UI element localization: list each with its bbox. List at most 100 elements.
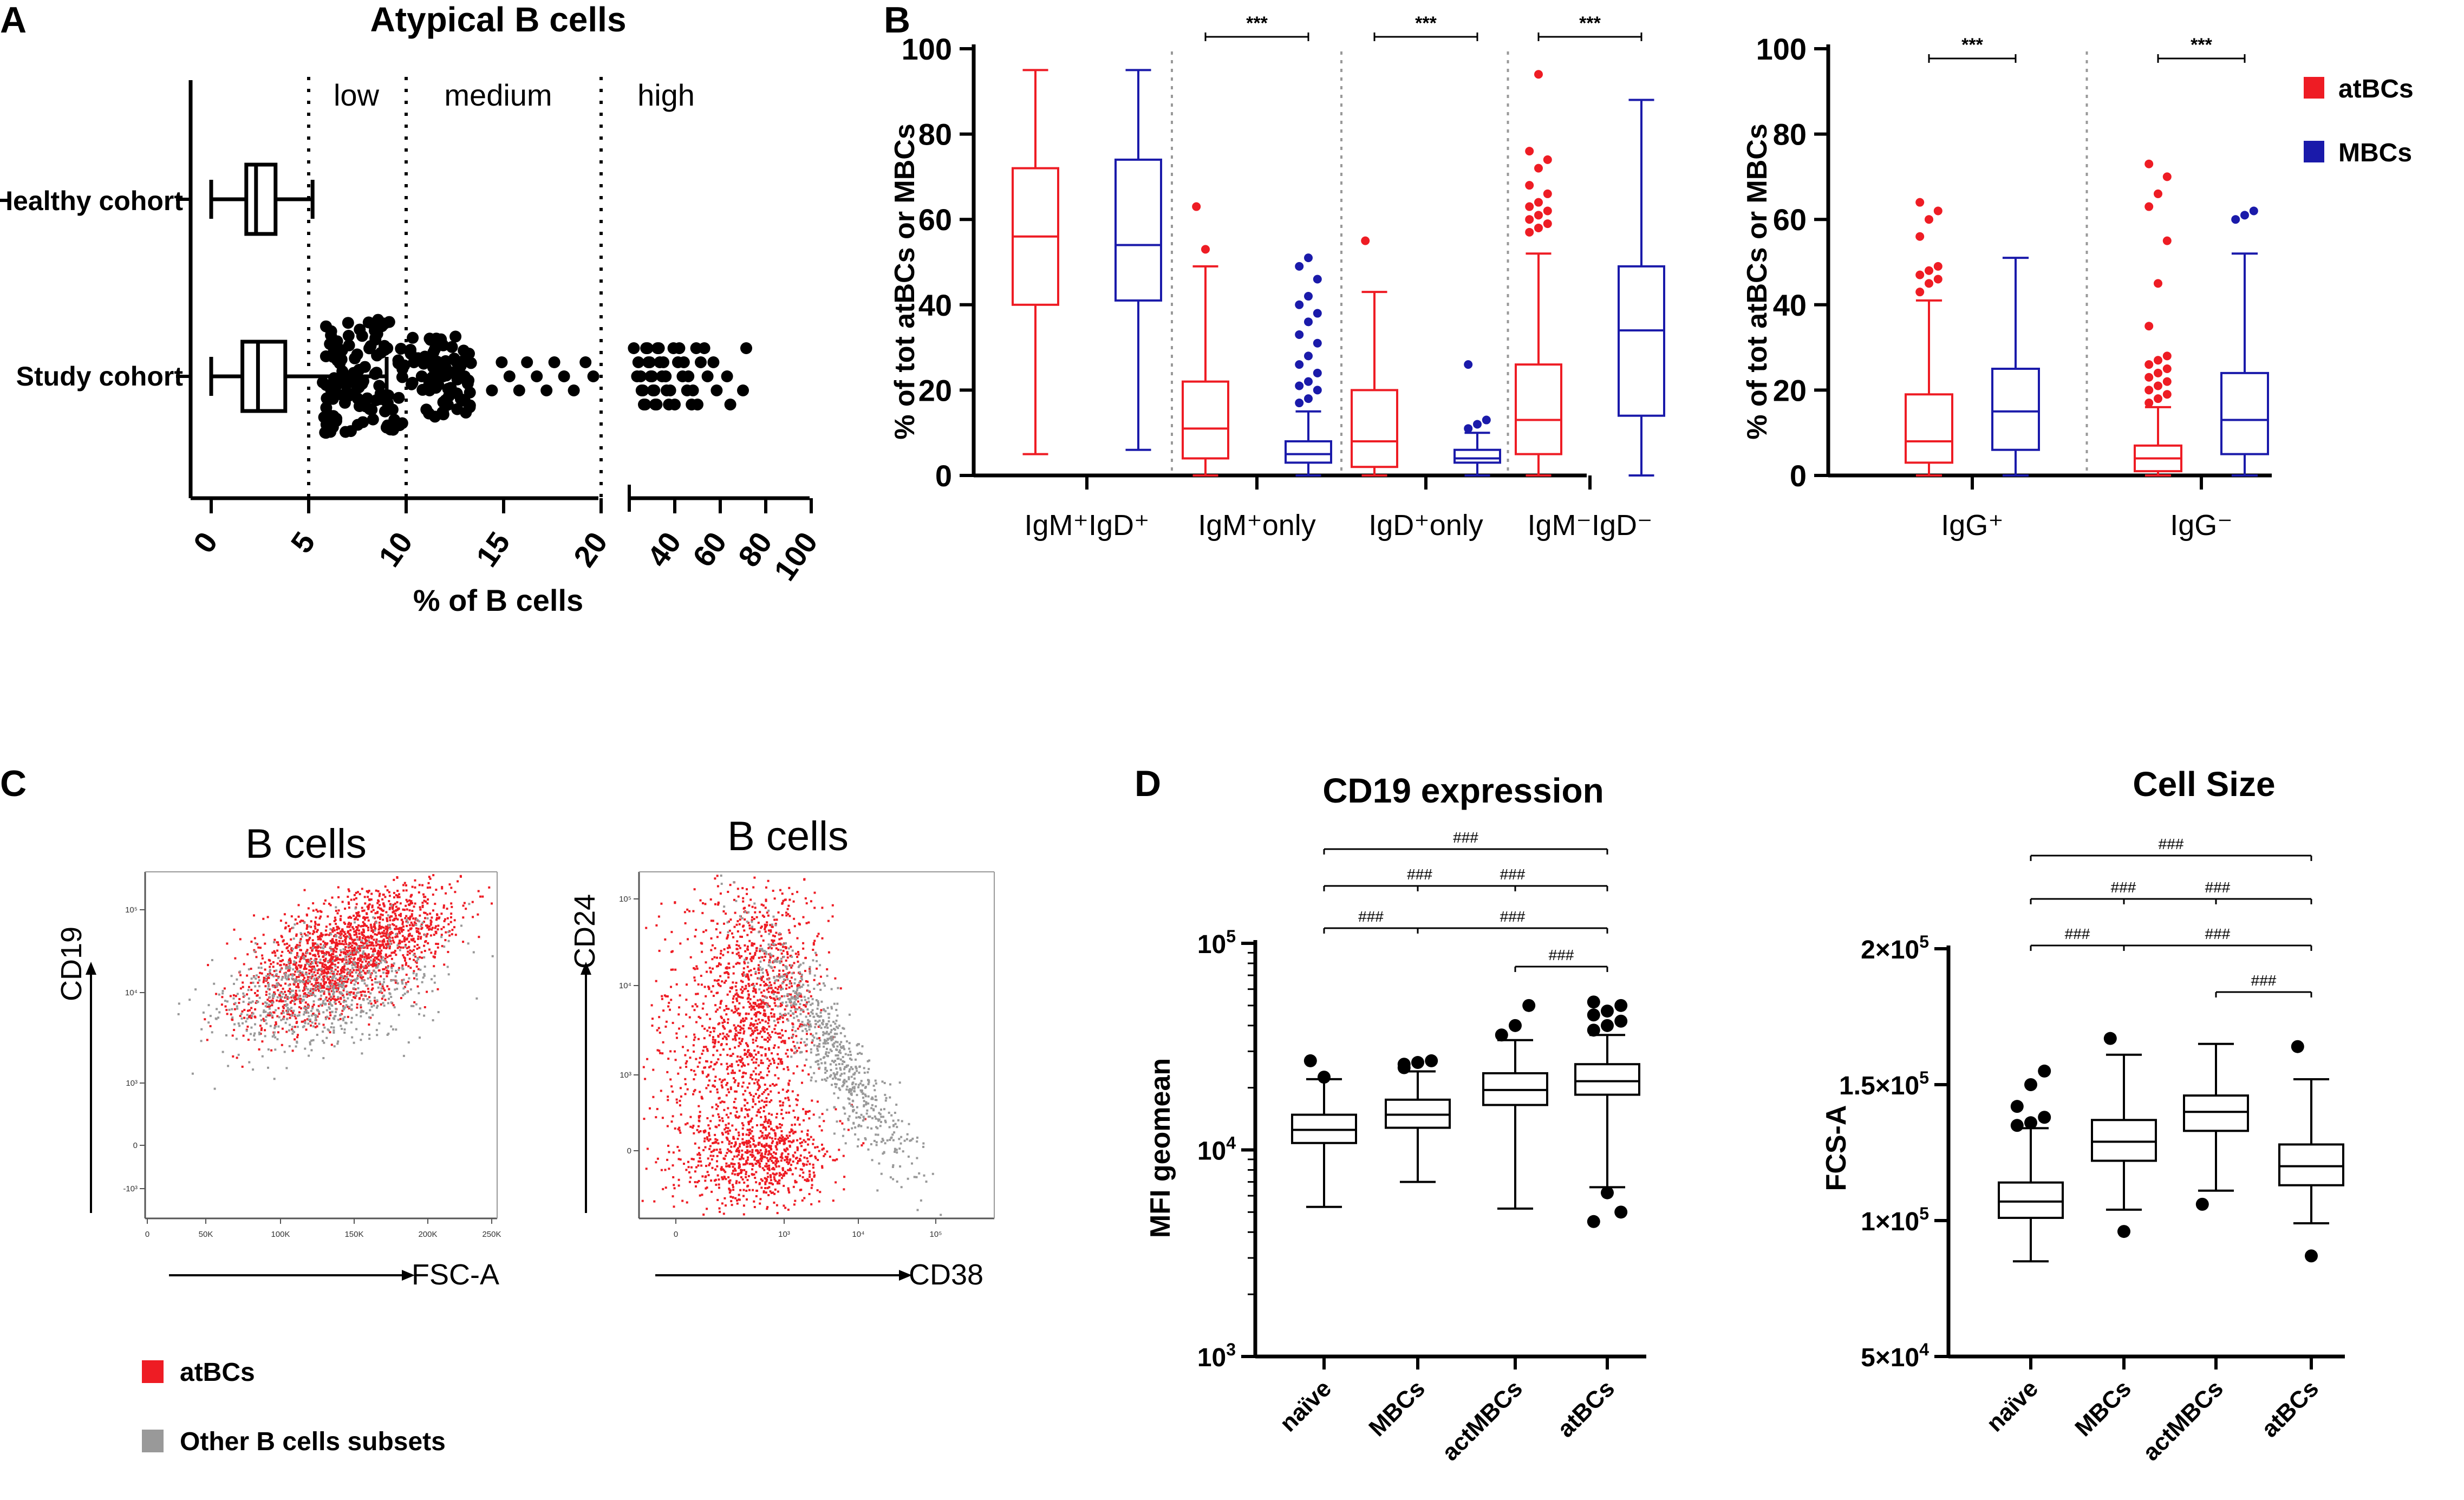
flow-event (304, 984, 307, 987)
flow-event (330, 1026, 333, 1028)
flow-event (358, 957, 361, 960)
flow-event (759, 1130, 762, 1132)
flow-event (319, 958, 322, 961)
flow-event (317, 938, 320, 941)
flow-event (749, 1034, 752, 1037)
flow-event (374, 977, 377, 980)
flow-event (337, 961, 340, 964)
flow-event (293, 960, 296, 963)
flow-event (793, 1006, 796, 1008)
panelB2-box-atbcs (2134, 159, 2182, 477)
flow-event (723, 922, 725, 925)
flow-event (875, 1133, 877, 1136)
flow-event (376, 966, 379, 969)
flow-event (224, 1000, 226, 1002)
flow-event (740, 1176, 742, 1178)
flow-event (324, 954, 327, 956)
flow-event (821, 1165, 824, 1168)
flow-event (307, 961, 310, 963)
panel-a-point-medium (451, 356, 463, 368)
flow-event (318, 936, 321, 938)
flow-event (293, 973, 296, 976)
flow-event (388, 900, 390, 903)
flow-event (793, 925, 796, 928)
flow-event (313, 979, 316, 981)
flow-event (345, 943, 348, 945)
flow-event (777, 1077, 780, 1080)
flow-event (236, 978, 238, 981)
flow-event (755, 1061, 758, 1064)
flow-event (312, 1000, 315, 1003)
flow-event (759, 1046, 762, 1048)
flow-event (382, 968, 384, 970)
flow-event (309, 947, 312, 949)
flow-event (750, 1163, 753, 1165)
flow-event (761, 1035, 764, 1038)
flow-event (410, 915, 413, 917)
flow-event (290, 938, 292, 941)
flow-event (741, 1138, 744, 1140)
flow-event (766, 1058, 769, 1060)
flow-event (370, 898, 373, 901)
flow-event (772, 1191, 774, 1194)
flow-event (720, 1081, 723, 1084)
flow-event (491, 955, 494, 957)
flow-event (246, 1014, 249, 1016)
flow-event (409, 988, 412, 991)
flow-event (450, 912, 453, 915)
panelB1-ytick-label: 100 (902, 32, 952, 66)
flow-event (414, 955, 417, 958)
flow-event (767, 1134, 770, 1137)
flow-event (732, 1077, 735, 1080)
flow-event (233, 1023, 236, 1026)
flow-event (784, 1008, 786, 1011)
flow-event (787, 1084, 790, 1086)
flow-event (351, 944, 354, 947)
flow-event (767, 1032, 770, 1035)
flow-event (360, 974, 363, 977)
flow-event (304, 983, 307, 986)
flow-event (296, 1036, 298, 1039)
flow-event (302, 979, 305, 981)
panel-a-point-low (386, 403, 399, 416)
flow-event (349, 973, 351, 975)
flow-event (382, 971, 385, 974)
flow-event (294, 963, 297, 966)
flow-event (761, 949, 764, 952)
flow-event (864, 1118, 866, 1120)
flow-event (322, 1023, 325, 1026)
flow-event (816, 1100, 819, 1103)
flow-event (319, 974, 322, 976)
flow-event (764, 953, 766, 955)
flow-event (703, 1140, 706, 1143)
flow-event (773, 1015, 775, 1018)
flow-event (336, 990, 338, 993)
flow-event (321, 951, 323, 954)
flow-event (343, 987, 346, 990)
flow-event (676, 1101, 679, 1104)
panelB1-box-atbcs-outlier (1543, 189, 1552, 198)
flow-event (368, 941, 371, 944)
flow-event (737, 1082, 740, 1085)
flow-event (346, 963, 349, 965)
flow-event (699, 1111, 701, 1113)
flow-event (738, 1162, 740, 1165)
flow-event (332, 948, 335, 950)
flow-event (435, 932, 438, 935)
flow-event (817, 932, 820, 935)
flow-event (449, 921, 452, 923)
flow-event (270, 1049, 273, 1052)
flow-event (821, 1113, 824, 1116)
flow-event (777, 1062, 780, 1065)
flow-event (726, 1033, 728, 1036)
panel-a-point-high (710, 384, 723, 396)
flow-event (463, 902, 466, 904)
flow-event (368, 944, 371, 947)
flow-cloud-atbcs (656, 1097, 866, 1215)
panelB2-box-atbcs-outlier (2154, 368, 2162, 377)
flow-event (812, 942, 815, 944)
flow-event (793, 962, 796, 964)
flow-event (806, 1178, 809, 1181)
flow-event (462, 916, 465, 919)
flow-event (734, 1173, 736, 1176)
